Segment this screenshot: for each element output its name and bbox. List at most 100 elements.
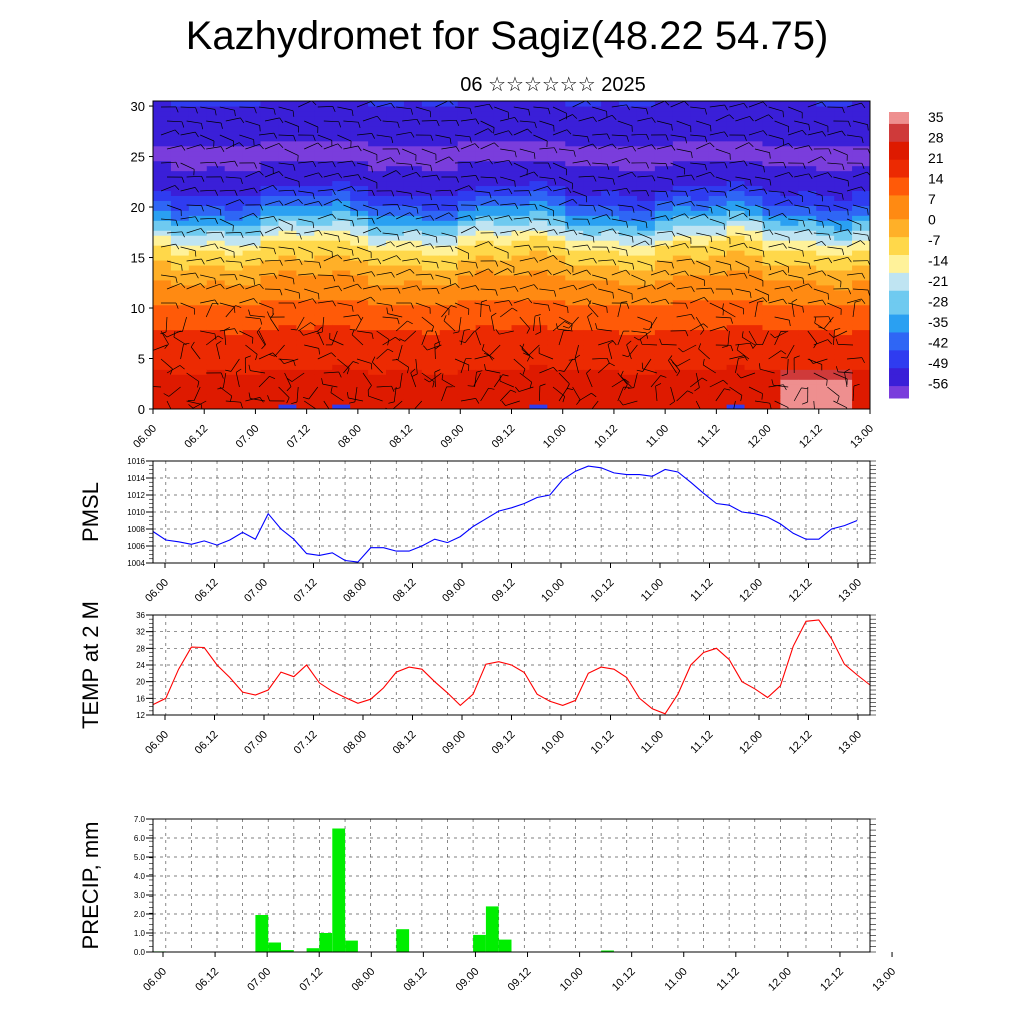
field-cell [314,250,333,256]
wind-barb-flag [583,411,589,413]
wind-barb-flag [844,368,850,373]
field-cell [654,389,674,395]
field-cell [314,309,333,316]
wind-barb-flag [488,241,493,247]
field-cell [242,240,262,246]
wind-barb-flag [292,110,295,117]
field-cell [601,255,620,261]
wind-barb-flag [534,122,537,129]
field-cell [601,245,620,251]
field-cell [726,105,746,112]
wind-barb-flag [783,384,787,391]
field-cell [636,339,656,346]
field-cell [153,319,172,326]
field-cell [708,374,728,380]
wind-barb-flag [652,175,656,182]
field-cell [619,319,638,326]
field-cell [654,220,674,226]
field-cell [350,304,369,311]
wind-barb [395,320,408,332]
wind-barb [754,400,770,404]
field-cell [332,299,351,306]
field-cell [583,284,602,291]
wind-barb-flag [553,367,558,372]
field-cell [798,274,817,281]
wind-barb-flag [200,404,203,409]
field-cell [153,264,172,271]
field-cell [314,324,333,331]
field-cell [153,170,172,177]
field-cell [314,369,333,375]
field-cell [583,155,602,162]
field-cell [834,135,853,142]
wind-barb-flag [668,355,673,361]
field-cell [816,394,835,400]
field-cell [332,165,351,172]
wind-barb [441,386,447,402]
wind-barb [399,372,403,388]
field-cell [421,135,441,142]
wind-barb [631,133,647,136]
wind-barb-flag [351,305,354,312]
wind-barb [650,243,666,248]
wind-barb [490,316,495,332]
y-tick-label: 36 [136,611,145,620]
field-cell [636,120,656,127]
field-cell [672,195,692,201]
wind-barb-flag [669,401,675,406]
field-cell [601,160,620,167]
field-cell [744,180,764,187]
wind-barb [598,259,614,262]
field-cell [332,374,351,380]
wind-barb [539,204,554,211]
field-cell [421,190,441,196]
field-cell [744,245,764,251]
wind-barb [637,175,653,178]
field-cell [332,269,351,276]
field-cell [260,384,280,390]
wind-barb [844,372,848,388]
field-cell [260,225,280,231]
wind-barb-flag [195,216,199,223]
field-cell [654,245,674,251]
field-cell [583,210,602,216]
wind-barb [474,190,490,193]
wind-barb [513,244,529,248]
field-cell [368,264,387,271]
wind-barb [460,118,476,122]
wind-barb [668,360,677,374]
wind-barb-flag [529,382,533,388]
wind-barb [670,134,686,138]
field-cell [529,185,548,192]
field-cell [170,354,190,360]
field-cell [654,329,674,336]
field-cell [368,110,387,117]
wind-barb [206,204,221,210]
wind-barb-flag [469,215,474,221]
wind-barb-flag [430,243,435,249]
field-cell [619,185,638,192]
wind-barb-flag [526,328,531,334]
field-cell [170,349,190,355]
field-cell [386,359,405,365]
wind-barb-flag [632,263,635,270]
field-cell [206,314,226,321]
field-cell [403,354,423,360]
field-cell [816,259,835,266]
field-cell [457,384,477,390]
wind-barb [245,143,260,150]
wind-barb-flag [665,215,670,221]
field-cell [493,269,513,276]
field-cell [636,364,656,370]
field-cell [601,344,620,350]
field-cell [350,384,369,390]
field-cell [439,165,459,172]
field-cell [439,404,459,409]
field-cell [170,284,190,291]
wind-barb [415,273,431,276]
x-tick-label: 09.12 [490,729,518,757]
field-cell [170,250,190,256]
field-cell [224,200,244,206]
field-cell [762,334,781,341]
